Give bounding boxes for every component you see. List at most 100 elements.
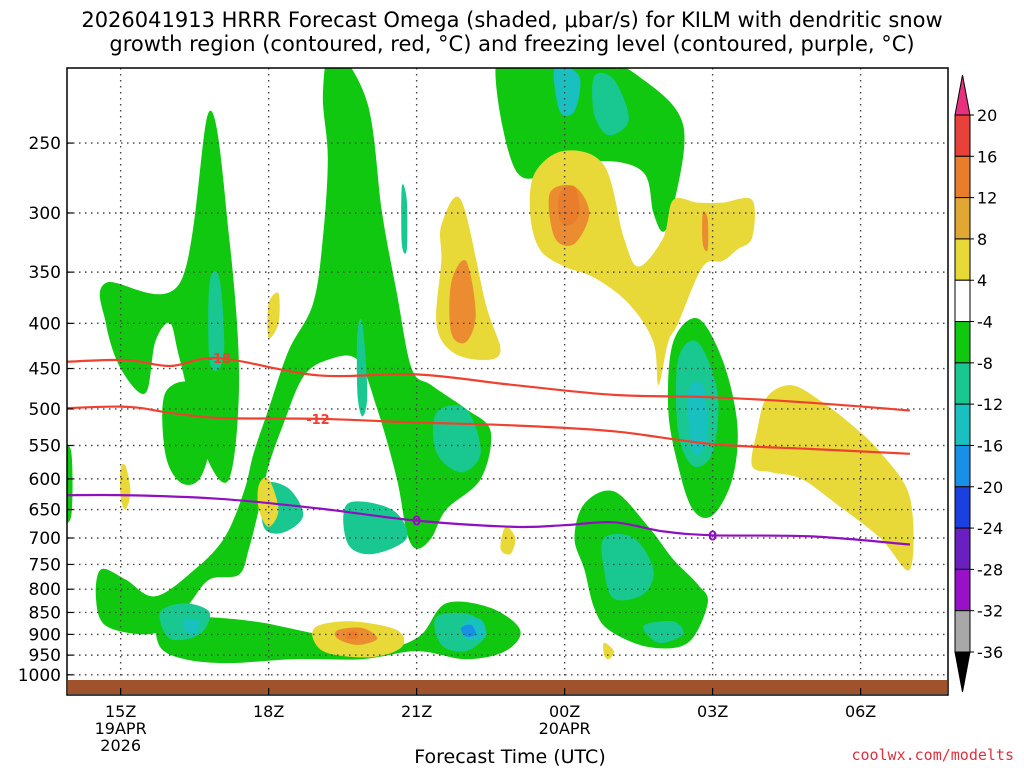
x-tick-label-2026: 2026	[100, 736, 141, 755]
y-tick-label-1000: 1000	[18, 666, 61, 686]
omega-region-down-14	[346, 631, 359, 640]
y-tick-label-650: 650	[29, 501, 61, 521]
omega-region-up-10	[401, 184, 408, 254]
colorbar-label: 16	[977, 147, 997, 166]
colorbar-band	[954, 444, 971, 488]
contour-label-minus12: -12	[306, 413, 330, 428]
x-tick-label-21Z: 21Z	[401, 702, 432, 721]
y-tick-label-500: 500	[29, 400, 61, 420]
y-tick-label-300: 300	[29, 204, 61, 224]
colorbar-band	[954, 403, 971, 446]
omega-region-up-6	[99, 110, 240, 483]
y-tick-label-800: 800	[29, 580, 61, 600]
omega-region-up-6	[67, 444, 73, 523]
colorbar: 20 16 12 8 4 -4 -8 -12 -16 -20 -24 -28 -32 -36	[954, 74, 1003, 693]
isotherm-contours: -18 -12 0 0	[67, 352, 910, 546]
omega-region-up-14	[553, 68, 581, 117]
colorbar-label: -12	[977, 395, 1003, 414]
omega-region-down-6	[500, 526, 516, 555]
x-axis-title: Forecast Time (UTC)	[414, 746, 605, 768]
colorbar-label: -16	[977, 436, 1003, 455]
y-tick-label-850: 850	[29, 603, 61, 623]
omega-region-down-14	[558, 185, 580, 226]
page-title: 2026041913 HRRR Forecast Omega (shaded, …	[0, 8, 1024, 56]
omega-region-up-10	[356, 318, 368, 417]
y-tick-label-250: 250	[29, 134, 61, 154]
omega-shading	[67, 68, 914, 664]
colorbar-label: -20	[977, 478, 1003, 497]
omega-region-up-10	[432, 405, 481, 473]
ground-band	[68, 680, 947, 694]
title-line-1: 2026041913 HRRR Forecast Omega (shaded, …	[81, 8, 943, 32]
omega-region-down-6	[751, 385, 914, 571]
colorbar-band	[954, 362, 971, 405]
colorbar-label: 12	[977, 189, 997, 208]
colorbar-label: -36	[977, 643, 1003, 662]
omega-region-up-10	[643, 620, 684, 644]
y-tick-label-950: 950	[29, 646, 61, 666]
title-line-2: growth region (contoured, red, °C) and f…	[109, 32, 915, 56]
omega-region-up-6	[495, 68, 685, 232]
omega-region-down-10	[702, 211, 709, 252]
y-tick-label-750: 750	[29, 555, 61, 575]
credit-text: coolwx.com/modelts	[851, 746, 1014, 764]
colorbar-band	[954, 238, 971, 281]
contour-label-0: 0	[412, 515, 421, 530]
omega-region-up-6	[156, 601, 521, 664]
y-tick-label-400: 400	[29, 314, 61, 334]
y-tick-label-900: 900	[29, 625, 61, 645]
x-tick-label-19APR: 19APR	[95, 719, 147, 738]
omega-region-down-6	[267, 292, 280, 339]
y-tick-label-600: 600	[29, 470, 61, 490]
contour-freezing-level	[67, 493, 910, 546]
omega-region-down-6	[120, 463, 131, 510]
omega-region-up-10	[601, 534, 654, 601]
colorbar-label: -32	[977, 602, 1003, 621]
omega-region-up-10	[208, 271, 225, 371]
x-tick-label-06Z: 06Z	[845, 702, 876, 721]
x-tick-label-18Z: 18Z	[253, 702, 284, 721]
omega-region-up-10	[592, 72, 629, 136]
colorbar-band	[954, 114, 971, 157]
colorbar-band	[954, 279, 971, 323]
colorbar-label: -28	[977, 560, 1003, 579]
plot-frame	[66, 67, 949, 696]
x-tick-label-20APR: 20APR	[539, 719, 591, 738]
colorbar-label: 20	[977, 106, 997, 125]
colorbar-label: -8	[977, 354, 993, 373]
x-tick-label-15Z: 15Z	[105, 702, 136, 721]
colorbar-band	[954, 321, 971, 364]
contour-label-0: 0	[708, 529, 717, 544]
omega-region-down-6	[603, 642, 615, 660]
colorbar-label: 4	[977, 271, 987, 290]
colorbar-bottom-arrow	[954, 651, 971, 693]
colorbar-label: 8	[977, 230, 987, 249]
omega-region-up-14	[183, 618, 200, 635]
colorbar-band	[954, 610, 971, 653]
y-tick-label-450: 450	[29, 360, 61, 380]
colorbar-label: -4	[977, 313, 993, 332]
contour-label-minus18: -18	[208, 352, 232, 367]
y-tick-label-350: 350	[29, 263, 61, 283]
omega-region-up-6	[95, 68, 492, 635]
x-tick-label-00Z: 00Z	[549, 702, 580, 721]
colorbar-top-arrow	[954, 74, 971, 116]
colorbar-band	[954, 155, 971, 199]
y-axis: 2503003504004505005506006507007508008509…	[18, 134, 73, 686]
y-tick-label-700: 700	[29, 529, 61, 549]
colorbar-label: -24	[977, 519, 1003, 538]
omega-region-down-10	[449, 259, 476, 344]
contour-isotherm-12	[67, 405, 910, 455]
omega-region-down-6	[614, 68, 619, 69]
colorbar-band	[954, 486, 971, 529]
contour-isotherm-18	[67, 356, 910, 412]
colorbar-band	[954, 568, 971, 612]
y-tick-label-550: 550	[29, 436, 61, 456]
colorbar-band	[954, 197, 971, 240]
omega-region-up-14	[687, 381, 709, 455]
x-tick-label-03Z: 03Z	[697, 702, 728, 721]
colorbar-band	[954, 527, 971, 570]
omega-region-up-18	[460, 624, 476, 637]
